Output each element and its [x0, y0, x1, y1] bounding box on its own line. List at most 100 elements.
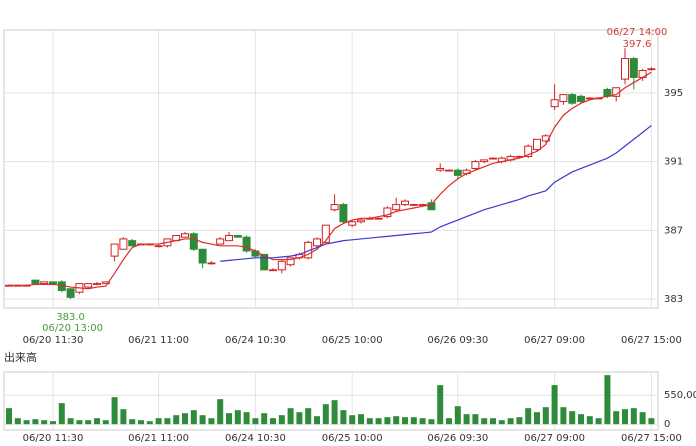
- candle-body: [621, 58, 629, 80]
- volume-bar: [322, 404, 329, 425]
- volume-bar: [586, 416, 593, 425]
- x-tick-label: 06/21 11:00: [128, 335, 189, 346]
- candle-body: [216, 238, 225, 245]
- candle-body: [489, 157, 497, 160]
- volume-bar: [534, 412, 540, 425]
- volume-bar: [340, 410, 347, 425]
- volume-bar: [410, 417, 417, 425]
- candle-body: [277, 260, 286, 271]
- volume-bar: [648, 418, 655, 425]
- volume-bar: [630, 408, 637, 425]
- volume-bar: [481, 418, 488, 425]
- candle-body: [524, 145, 533, 157]
- volume-bar: [305, 408, 312, 425]
- candle-body: [233, 234, 242, 238]
- candle-body: [471, 161, 480, 169]
- x-tick-label: 06/27 15:00: [621, 335, 682, 346]
- volume-bar: [94, 418, 100, 425]
- volume-bar: [384, 417, 391, 425]
- volume-bar: [358, 414, 364, 425]
- panel-frame: [3, 371, 659, 431]
- volume-bar: [560, 407, 567, 425]
- y-tick-label: 550,000: [664, 390, 696, 401]
- candle-body: [101, 281, 110, 285]
- candle-body: [40, 281, 49, 285]
- volume-title: 出来高: [4, 350, 37, 364]
- volume-bar: [41, 420, 48, 425]
- candle-body: [339, 204, 348, 223]
- candle-body: [401, 200, 409, 206]
- volume-bar: [208, 418, 215, 425]
- volume-bar: [138, 420, 144, 425]
- volume-bar: [525, 408, 532, 425]
- candle-body: [31, 279, 40, 285]
- candle-body: [93, 283, 101, 285]
- volume-bar: [419, 418, 426, 425]
- volume-bar: [32, 419, 39, 425]
- volume-bar: [261, 413, 268, 425]
- volume-bar: [296, 412, 303, 425]
- candle-body: [445, 169, 453, 172]
- candle-body: [154, 245, 163, 248]
- volume-bar: [14, 418, 21, 425]
- candle-body: [110, 243, 119, 257]
- volume-bar: [507, 418, 514, 425]
- volume-bar: [182, 413, 188, 425]
- volume-bar: [67, 418, 74, 425]
- volume-bar: [516, 417, 523, 425]
- candle-body: [260, 253, 269, 271]
- y-tick-label: 395: [664, 88, 683, 99]
- volume-bar: [366, 418, 373, 425]
- candle-body: [357, 219, 365, 223]
- low-time-label: 06/20 13:00: [42, 323, 103, 334]
- volume-bar: [542, 407, 549, 425]
- x-tick-label: 06/27 09:00: [524, 433, 585, 444]
- candle-body: [480, 159, 489, 163]
- x-tick-label: 06/25 10:00: [322, 335, 383, 346]
- y-tick-label: 0: [664, 419, 670, 430]
- volume-bar: [243, 412, 250, 425]
- candle-body: [418, 204, 427, 206]
- volume-bar: [622, 409, 628, 425]
- volume-bar: [613, 411, 620, 425]
- candle-body: [286, 257, 295, 266]
- x-tick-label: 06/20 11:30: [23, 335, 84, 346]
- candle-body: [49, 281, 57, 285]
- volume-bar: [23, 420, 30, 425]
- volume-bar: [287, 408, 294, 425]
- low-value-label: 383.0: [56, 312, 85, 323]
- candle-body: [568, 94, 577, 104]
- volume-bar: [50, 421, 56, 425]
- volume-bar: [349, 415, 356, 425]
- volume-bar: [490, 418, 496, 425]
- volume-bar: [498, 420, 505, 425]
- candle-body: [181, 233, 189, 238]
- x-tick-label: 06/27 09:00: [524, 335, 585, 346]
- candle-body: [453, 169, 462, 176]
- volume-bar: [76, 420, 83, 425]
- volume-bar: [270, 418, 276, 425]
- volume-bar: [173, 415, 180, 425]
- candle-body: [533, 138, 541, 151]
- volume-bar: [463, 414, 470, 425]
- x-tick-label: 06/20 11:30: [23, 433, 84, 444]
- volume-bar: [58, 403, 65, 425]
- high-value-label: 397.6: [623, 39, 652, 50]
- candle-body: [128, 240, 137, 247]
- y-tick-label: 391: [664, 157, 683, 168]
- moving-average-line: [9, 71, 652, 290]
- volume-bar: [85, 420, 92, 425]
- candle-body: [330, 204, 339, 211]
- x-tick-label: 06/26 09:30: [427, 433, 488, 444]
- candle-body: [84, 283, 93, 288]
- y-tick-label: 383: [664, 294, 683, 305]
- volume-bar: [217, 399, 224, 425]
- volume-bar: [278, 415, 285, 425]
- candle-body: [242, 236, 251, 252]
- volume-bar: [595, 418, 602, 425]
- x-tick-label: 06/21 11:00: [128, 433, 189, 444]
- candle-body: [577, 95, 585, 102]
- volume-bar: [375, 418, 382, 425]
- candle-body: [585, 97, 594, 100]
- volume-bar: [446, 418, 452, 425]
